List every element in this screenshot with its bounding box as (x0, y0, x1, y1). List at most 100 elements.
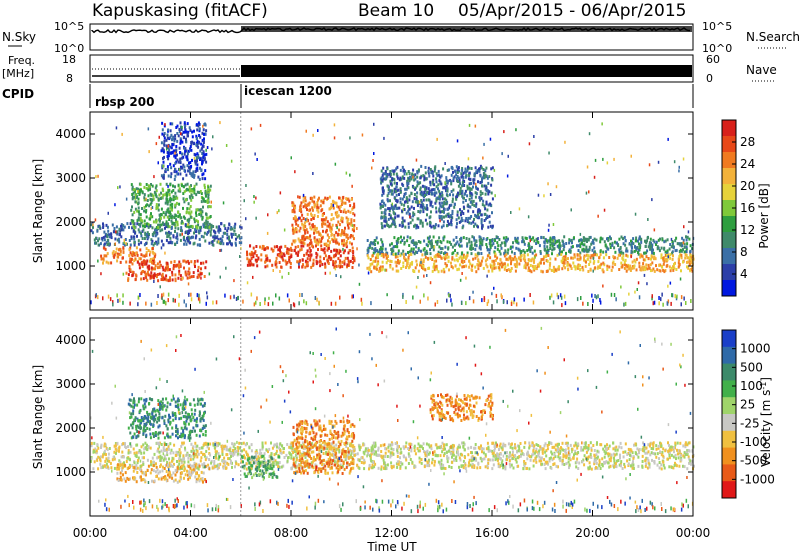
data-cell (548, 267, 551, 271)
data-cell (170, 146, 173, 150)
scatter-cell (494, 194, 496, 198)
data-cell (232, 233, 235, 236)
data-cell (608, 235, 611, 239)
data-cell (391, 205, 394, 209)
data-cell (382, 186, 384, 190)
data-cell (160, 213, 163, 217)
data-cell (414, 250, 417, 254)
data-cell (193, 191, 196, 195)
data-cell (381, 174, 384, 178)
data-cell (381, 225, 384, 229)
scatter-cell (548, 223, 550, 227)
near-range-cell (652, 301, 654, 306)
data-cell (313, 226, 316, 230)
data-cell (303, 253, 306, 257)
data-cell (464, 219, 467, 223)
data-cell (493, 266, 496, 270)
data-cell (187, 165, 190, 169)
data-cell (406, 184, 409, 188)
data-cell (309, 242, 312, 245)
data-cell (559, 250, 561, 254)
near-range-cell (167, 298, 169, 303)
data-cell (563, 235, 566, 239)
data-cell (102, 261, 104, 265)
data-cell (171, 278, 174, 282)
data-cell (541, 270, 544, 274)
data-cell (127, 451, 130, 455)
scatter-cell (483, 142, 485, 146)
data-cell (390, 242, 393, 246)
data-cell (295, 222, 298, 226)
data-cell (429, 168, 432, 171)
data-cell (594, 266, 597, 270)
data-cell (421, 253, 424, 257)
near-range-cell (623, 302, 625, 307)
data-cell (588, 236, 591, 240)
data-cell (197, 220, 199, 224)
data-cell (621, 256, 624, 260)
data-cell (154, 264, 157, 268)
data-cell (401, 182, 404, 186)
near-range-cell (666, 301, 669, 306)
data-cell (688, 461, 690, 465)
near-range-cell (680, 302, 682, 307)
near-range-cell (496, 299, 498, 304)
data-cell (278, 261, 281, 264)
data-cell (194, 265, 196, 268)
data-cell (380, 238, 383, 242)
data-cell (379, 205, 382, 209)
scatter-cell (579, 232, 582, 236)
data-cell (431, 245, 434, 248)
data-cell (165, 138, 168, 142)
scatter-cell (629, 242, 631, 245)
data-cell (302, 223, 305, 227)
search-noise-band (241, 26, 692, 32)
data-cell (603, 240, 606, 244)
data-cell (420, 199, 423, 202)
data-cell (150, 242, 153, 246)
scatter-cell (256, 158, 258, 161)
data-cell (425, 204, 428, 207)
data-cell (414, 241, 417, 245)
data-cell (291, 210, 294, 214)
data-cell (324, 262, 327, 266)
data-cell (511, 457, 514, 460)
data-cell (443, 252, 445, 256)
data-cell (187, 232, 189, 236)
data-cell (403, 219, 406, 223)
data-cell (357, 458, 360, 462)
data-cell (384, 247, 387, 251)
data-cell (105, 241, 108, 245)
data-cell (336, 251, 339, 255)
data-cell (193, 260, 196, 263)
data-cell (158, 218, 161, 222)
nave-label: Nave (746, 63, 777, 77)
data-cell (188, 276, 191, 280)
data-cell (624, 258, 627, 262)
data-cell (391, 169, 394, 173)
data-cell (593, 253, 596, 257)
data-cell (628, 266, 631, 270)
data-cell (200, 234, 203, 238)
scatter-cell (164, 251, 166, 255)
data-cell (480, 237, 482, 241)
data-cell (464, 170, 467, 174)
data-cell (137, 218, 140, 221)
data-cell (510, 262, 512, 266)
data-cell (141, 190, 144, 194)
data-cell (162, 277, 164, 281)
data-cell (648, 241, 651, 245)
data-cell (173, 222, 176, 226)
data-cell (478, 235, 481, 239)
data-cell (652, 238, 655, 242)
data-cell (384, 451, 387, 455)
data-cell (385, 447, 388, 451)
data-cell (401, 239, 404, 242)
data-cell (444, 447, 446, 451)
data-cell (323, 250, 326, 254)
data-cell (106, 252, 109, 256)
data-cell (337, 205, 340, 209)
data-cell (475, 192, 478, 196)
data-cell (195, 137, 198, 140)
data-cell (155, 219, 158, 223)
